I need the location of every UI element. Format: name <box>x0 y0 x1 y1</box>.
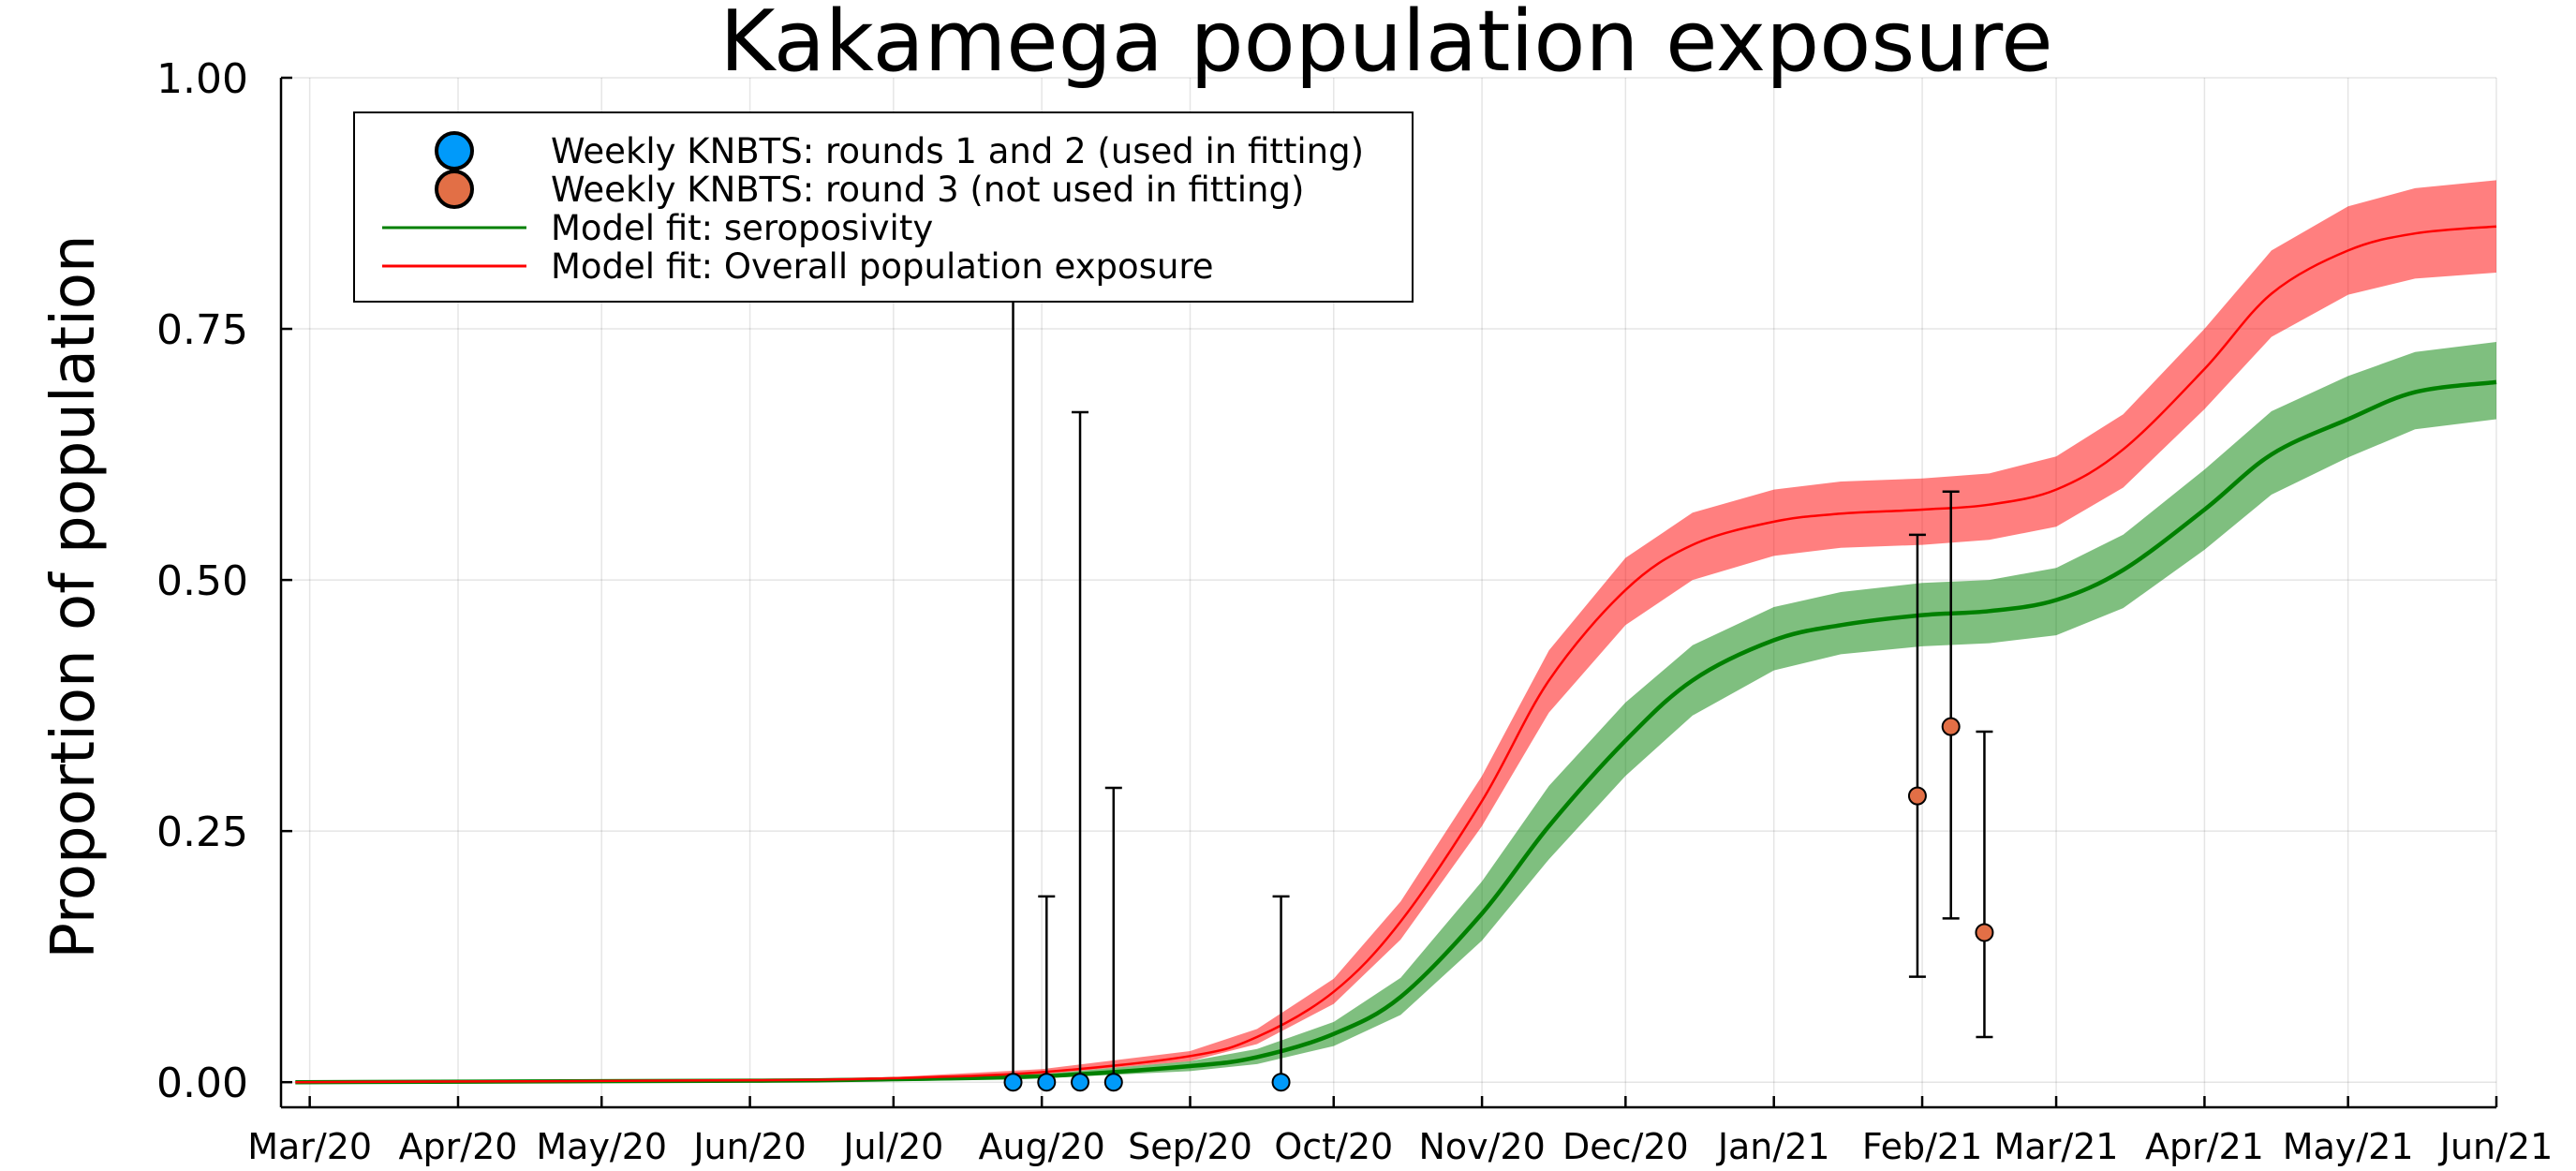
y-tick-label: 0.25 <box>156 808 248 856</box>
x-tick-label: Jul/20 <box>841 1126 943 1167</box>
legend-marker <box>435 170 474 209</box>
axes <box>279 78 2496 1109</box>
line-seropositivity <box>295 379 2497 1085</box>
x-tick-label: Nov/20 <box>1418 1126 1545 1167</box>
legend-label: Model fit: Overall population exposure <box>551 246 1214 287</box>
data-point <box>1975 923 1994 942</box>
x-tick-label: May/21 <box>2283 1126 2414 1167</box>
x-tick-label: Aug/20 <box>978 1126 1104 1167</box>
y-tick-label: 1.00 <box>156 55 248 103</box>
x-tick-label: Dec/20 <box>1562 1126 1689 1167</box>
y-axis-ticks: 0.00 0.25 0.50 0.75 1.00 <box>156 55 292 1107</box>
y-tick-label: 0.00 <box>156 1060 248 1107</box>
legend-label: Model fit: seroposivity <box>551 208 933 248</box>
error-bars <box>1004 297 1993 1084</box>
x-tick-label: May/20 <box>536 1126 667 1167</box>
y-tick-label: 0.50 <box>156 557 248 605</box>
x-tick-label: Mar/20 <box>247 1126 372 1167</box>
legend: Weekly KNBTS: rounds 1 and 2 (used in fi… <box>353 111 1414 303</box>
y-axis-label: Proportion of population <box>39 234 109 958</box>
data-point <box>1941 717 1961 736</box>
data-point <box>1071 1073 1090 1092</box>
x-tick-label: Jun/21 <box>2438 1126 2554 1167</box>
confidence-bands <box>295 180 2496 1083</box>
band-seropositivity <box>295 342 2496 1083</box>
band-exposure <box>295 180 2496 1083</box>
data-point <box>1907 786 1927 806</box>
data-point <box>1003 1073 1023 1092</box>
x-tick-label: Jun/20 <box>691 1126 807 1167</box>
model-lines <box>295 225 2497 1085</box>
x-tick-label: Jan/21 <box>1716 1126 1830 1167</box>
line-exposure <box>295 225 2497 1084</box>
data-point <box>1271 1073 1291 1092</box>
x-axis-ticks: Mar/20 Apr/20 May/20 Jun/20 Jul/20 Aug/20 Sep/… <box>247 1096 2553 1167</box>
data-point <box>1037 1073 1057 1092</box>
x-tick-label: Apr/20 <box>399 1126 518 1167</box>
x-tick-label: Oct/20 <box>1274 1126 1393 1167</box>
x-tick-label: Feb/21 <box>1862 1126 1982 1167</box>
legend-label: Weekly KNBTS: round 3 (not used in fitti… <box>551 170 1304 210</box>
x-tick-label: Sep/20 <box>1128 1126 1252 1167</box>
y-tick-label: 0.75 <box>156 306 248 354</box>
legend-box <box>353 111 1414 303</box>
x-tick-label: Apr/21 <box>2145 1126 2264 1167</box>
x-tick-label: Mar/21 <box>1994 1126 2119 1167</box>
chart-title: Kakamega population exposure <box>719 0 2052 91</box>
data-points <box>1003 717 1994 1092</box>
legend-marker <box>435 131 474 170</box>
legend-label: Weekly KNBTS: rounds 1 and 2 (used in fi… <box>551 131 1364 171</box>
data-point <box>1103 1073 1123 1092</box>
